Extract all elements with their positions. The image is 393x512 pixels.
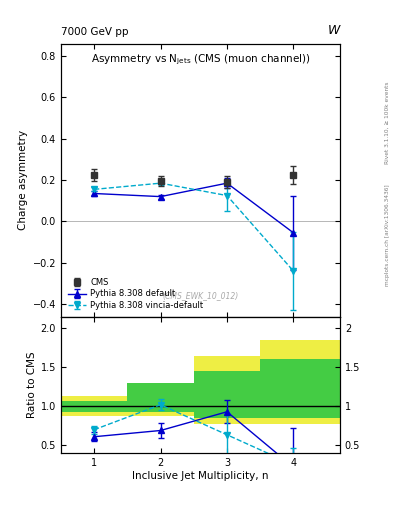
Text: (CMS_EWK_10_012): (CMS_EWK_10_012)	[162, 291, 239, 300]
Y-axis label: Ratio to CMS: Ratio to CMS	[26, 352, 37, 418]
Y-axis label: Charge asymmetry: Charge asymmetry	[18, 130, 28, 230]
Text: Asymmetry vs N$_{\rm jets}$ (CMS (muon channel)): Asymmetry vs N$_{\rm jets}$ (CMS (muon c…	[90, 53, 310, 68]
Legend: CMS, Pythia 8.308 default, Pythia 8.308 vincia-default: CMS, Pythia 8.308 default, Pythia 8.308 …	[65, 275, 206, 312]
Text: mcplots.cern.ch [arXiv:1306.3436]: mcplots.cern.ch [arXiv:1306.3436]	[385, 185, 389, 286]
X-axis label: Inclusive Jet Multiplicity, n: Inclusive Jet Multiplicity, n	[132, 471, 269, 481]
Text: Rivet 3.1.10, ≥ 100k events: Rivet 3.1.10, ≥ 100k events	[385, 81, 389, 164]
Text: W: W	[328, 24, 340, 37]
Text: 7000 GeV pp: 7000 GeV pp	[61, 27, 129, 37]
